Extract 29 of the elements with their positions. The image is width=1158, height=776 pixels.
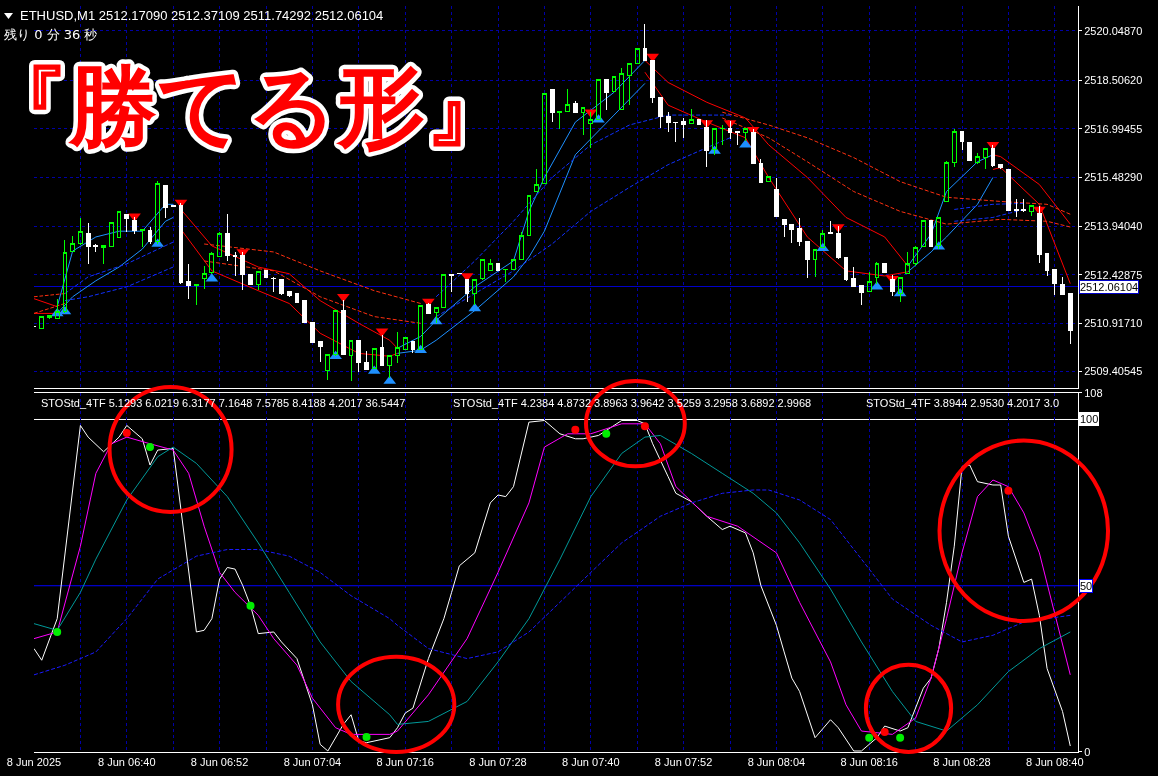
y-tick-label: 0 [1084, 745, 1091, 758]
y-tick-label: 2513.94040 [1084, 220, 1143, 233]
x-tick-label: 8 Jun 08:28 [933, 756, 991, 769]
text: 残り 0 分 36 秒 [4, 27, 98, 42]
y-tick-label: 2512.42875 [1084, 268, 1143, 281]
x-tick-label: 8 Jun 08:16 [840, 756, 898, 769]
x-tick-label: 8 Jun 07:28 [469, 756, 527, 769]
y-tick-label: 2515.48290 [1084, 170, 1143, 183]
x-tick-label: 8 Jun 06:40 [98, 756, 156, 769]
x-tick-label: 8 Jun 07:04 [283, 756, 342, 769]
y-tick-label: 108 [1084, 386, 1103, 399]
y-tick-label: 2510.91710 [1084, 316, 1143, 329]
x-tick-label: 8 Jun 08:04 [747, 756, 806, 769]
x-tick-label: 8 Jun 07:16 [376, 756, 434, 769]
ref-line-label: 50 [1080, 580, 1093, 592]
y-tick-label: 2516.99455 [1084, 122, 1143, 135]
y-tick-label: 2509.40545 [1084, 365, 1143, 378]
x-tick-label: 8 Jun 08:40 [1026, 756, 1084, 769]
annotation: 『勝てる形』 [0, 55, 513, 158]
y-tick-label: 2520.04870 [1084, 24, 1143, 37]
annotation: STOStd_4TF 3.8944 2.9530 4.2017 3.0 [866, 397, 1060, 409]
x-tick-label: 8 Jun 06:52 [190, 756, 249, 769]
chart-title: ETHUSD,M1 2512.17090 2512.37109 2511.74292 2512.06104 [20, 8, 384, 23]
ref-line-label: 100 [1080, 413, 1099, 425]
x-tick-label: 8 Jun 07:40 [562, 756, 620, 769]
x-tick-label: 8 Jun 2025 [6, 756, 62, 769]
x-tick-label: 8 Jun 07:52 [654, 756, 713, 769]
ref-line-label: 2512.06104 [1080, 281, 1139, 293]
y-tick-label: 2518.50620 [1084, 74, 1143, 87]
